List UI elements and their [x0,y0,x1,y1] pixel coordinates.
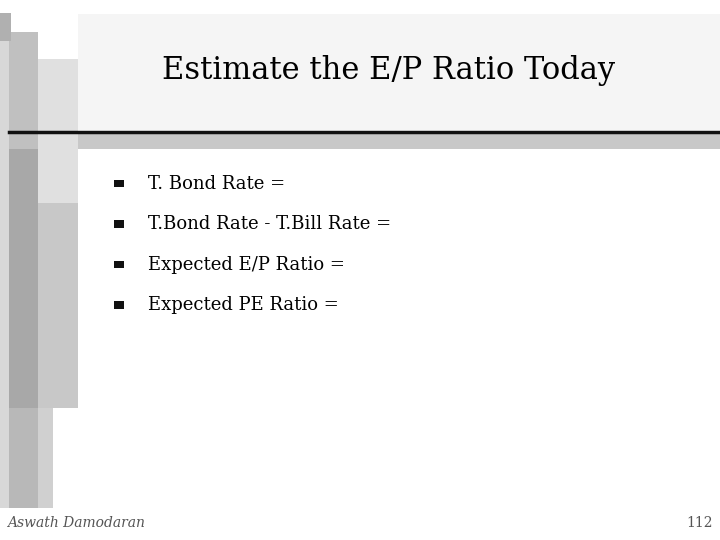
Bar [78,14,720,130]
Text: Aswath Damodaran: Aswath Damodaran [7,516,145,530]
Bar [0,32,9,508]
Bar [114,220,124,228]
Bar [114,261,124,268]
Text: T. Bond Rate =: T. Bond Rate = [148,174,284,193]
Bar [9,408,38,508]
Bar [114,301,124,309]
Bar [78,133,720,148]
Bar [9,32,38,508]
Bar [38,408,53,508]
Bar [38,59,78,408]
Text: Expected E/P Ratio =: Expected E/P Ratio = [148,255,344,274]
Bar [114,180,124,187]
Text: Expected PE Ratio =: Expected PE Ratio = [148,296,338,314]
Text: Estimate the E/P Ratio Today: Estimate the E/P Ratio Today [162,55,616,86]
Bar [9,148,38,408]
Text: 112: 112 [686,516,713,530]
Bar [0,14,11,40]
Bar [38,202,78,408]
Text: T.Bond Rate - T.Bill Rate =: T.Bond Rate - T.Bill Rate = [148,215,391,233]
